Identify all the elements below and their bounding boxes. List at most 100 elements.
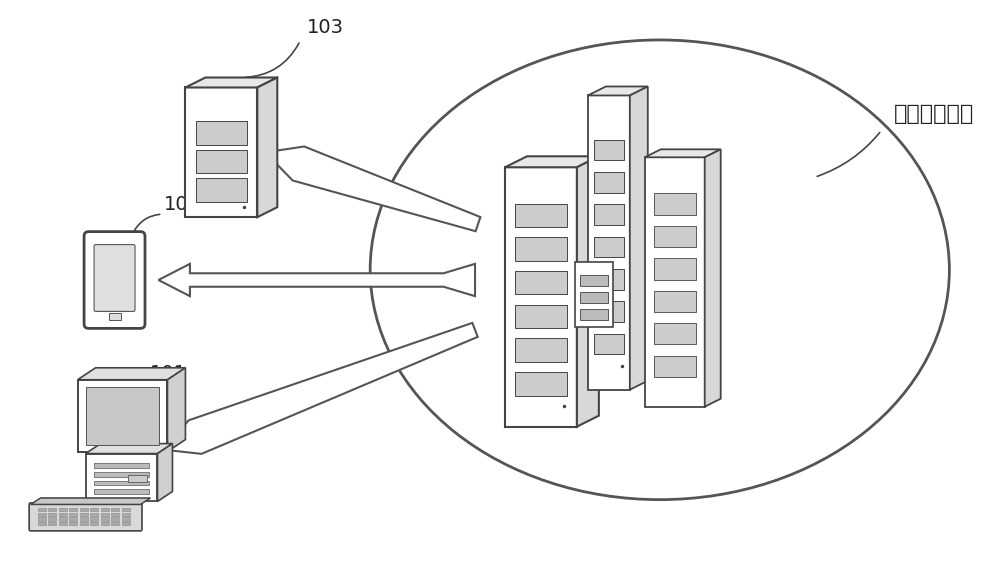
FancyBboxPatch shape — [59, 508, 67, 511]
FancyBboxPatch shape — [196, 178, 247, 202]
FancyArrowPatch shape — [817, 133, 880, 176]
Text: 101: 101 — [150, 364, 187, 383]
FancyArrowPatch shape — [134, 214, 160, 232]
FancyBboxPatch shape — [109, 313, 121, 320]
FancyBboxPatch shape — [38, 522, 46, 525]
Polygon shape — [185, 78, 277, 88]
FancyBboxPatch shape — [594, 237, 624, 257]
FancyBboxPatch shape — [48, 518, 56, 520]
Polygon shape — [257, 78, 277, 217]
FancyBboxPatch shape — [588, 96, 630, 389]
Text: 103: 103 — [307, 18, 344, 37]
FancyBboxPatch shape — [101, 518, 109, 520]
FancyBboxPatch shape — [69, 508, 77, 511]
FancyBboxPatch shape — [38, 508, 46, 511]
FancyBboxPatch shape — [94, 244, 135, 311]
Polygon shape — [588, 87, 648, 96]
FancyBboxPatch shape — [48, 513, 56, 516]
FancyBboxPatch shape — [515, 372, 567, 396]
Polygon shape — [505, 156, 599, 167]
FancyBboxPatch shape — [111, 518, 119, 520]
FancyBboxPatch shape — [48, 522, 56, 525]
FancyBboxPatch shape — [594, 269, 624, 289]
FancyBboxPatch shape — [654, 291, 696, 312]
FancyBboxPatch shape — [69, 518, 77, 520]
FancyBboxPatch shape — [38, 513, 46, 516]
FancyBboxPatch shape — [580, 309, 608, 320]
FancyBboxPatch shape — [128, 474, 147, 482]
FancyBboxPatch shape — [90, 513, 98, 516]
FancyBboxPatch shape — [84, 232, 145, 328]
FancyBboxPatch shape — [196, 149, 247, 173]
FancyBboxPatch shape — [101, 513, 109, 516]
FancyBboxPatch shape — [80, 518, 88, 520]
FancyBboxPatch shape — [86, 454, 157, 501]
FancyBboxPatch shape — [654, 226, 696, 247]
Polygon shape — [645, 149, 721, 157]
FancyBboxPatch shape — [101, 522, 109, 525]
Polygon shape — [31, 498, 150, 505]
FancyBboxPatch shape — [594, 301, 624, 322]
Polygon shape — [157, 443, 172, 501]
FancyBboxPatch shape — [580, 292, 608, 303]
FancyBboxPatch shape — [185, 88, 257, 217]
FancyBboxPatch shape — [59, 513, 67, 516]
FancyBboxPatch shape — [594, 205, 624, 225]
FancyBboxPatch shape — [94, 463, 149, 468]
FancyBboxPatch shape — [38, 518, 46, 520]
FancyArrowPatch shape — [120, 386, 146, 404]
FancyBboxPatch shape — [515, 271, 567, 294]
FancyBboxPatch shape — [69, 513, 77, 516]
FancyBboxPatch shape — [654, 323, 696, 345]
FancyBboxPatch shape — [59, 518, 67, 520]
FancyBboxPatch shape — [90, 522, 98, 525]
FancyBboxPatch shape — [94, 481, 149, 486]
FancyBboxPatch shape — [90, 508, 98, 511]
FancyBboxPatch shape — [78, 380, 167, 452]
FancyBboxPatch shape — [505, 167, 577, 427]
FancyBboxPatch shape — [575, 262, 613, 327]
Polygon shape — [162, 323, 478, 454]
FancyBboxPatch shape — [94, 490, 149, 495]
FancyBboxPatch shape — [122, 513, 130, 516]
FancyBboxPatch shape — [654, 259, 696, 279]
Polygon shape — [158, 264, 475, 296]
Text: 102: 102 — [164, 194, 201, 214]
FancyBboxPatch shape — [101, 508, 109, 511]
FancyBboxPatch shape — [594, 172, 624, 193]
FancyBboxPatch shape — [48, 508, 56, 511]
Polygon shape — [265, 147, 480, 231]
FancyBboxPatch shape — [594, 139, 624, 160]
Polygon shape — [167, 368, 185, 452]
Text: 104: 104 — [665, 198, 699, 216]
FancyBboxPatch shape — [111, 522, 119, 525]
FancyBboxPatch shape — [654, 356, 696, 377]
FancyBboxPatch shape — [515, 203, 567, 227]
FancyBboxPatch shape — [29, 503, 142, 531]
Polygon shape — [577, 156, 599, 427]
FancyBboxPatch shape — [86, 387, 159, 445]
FancyBboxPatch shape — [645, 157, 705, 407]
FancyBboxPatch shape — [122, 518, 130, 520]
FancyBboxPatch shape — [69, 522, 77, 525]
FancyBboxPatch shape — [111, 513, 119, 516]
Polygon shape — [78, 368, 185, 380]
FancyBboxPatch shape — [654, 193, 696, 215]
FancyBboxPatch shape — [94, 472, 149, 477]
FancyBboxPatch shape — [122, 508, 130, 511]
FancyArrowPatch shape — [636, 219, 659, 238]
FancyBboxPatch shape — [515, 338, 567, 362]
FancyBboxPatch shape — [515, 237, 567, 261]
FancyArrowPatch shape — [245, 43, 299, 78]
FancyBboxPatch shape — [80, 513, 88, 516]
FancyBboxPatch shape — [80, 522, 88, 525]
Polygon shape — [705, 149, 721, 407]
FancyBboxPatch shape — [515, 305, 567, 328]
Polygon shape — [86, 443, 172, 454]
Polygon shape — [630, 87, 648, 389]
FancyBboxPatch shape — [59, 522, 67, 525]
FancyBboxPatch shape — [111, 508, 119, 511]
FancyBboxPatch shape — [90, 518, 98, 520]
FancyBboxPatch shape — [594, 334, 624, 355]
Text: 数据共享系统: 数据共享系统 — [894, 105, 974, 124]
